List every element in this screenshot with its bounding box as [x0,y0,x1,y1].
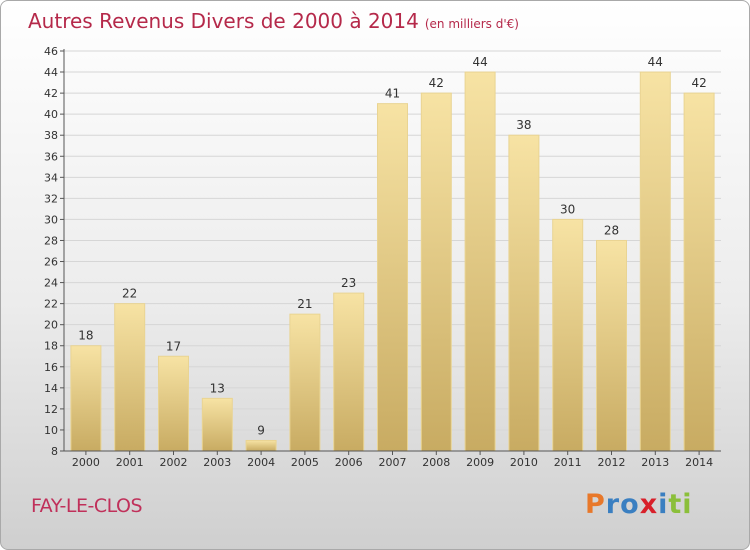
bar-2013 [639,71,671,452]
x-tick-label: 2000 [72,456,100,469]
logo-letter: x [639,489,659,520]
x-tick-label: 2011 [554,456,582,469]
y-tick-label: 10 [44,424,58,437]
data-label: 21 [297,297,312,311]
y-tick-label: 28 [44,234,58,247]
x-tick-label: 2008 [422,456,450,469]
x-tick-label: 2010 [510,456,538,469]
x-tick-label: 2002 [160,456,188,469]
x-tick-label: 2001 [116,456,144,469]
x-tick-label: 2006 [335,456,363,469]
logo-letter: r [605,489,621,520]
bar-2000 [70,345,102,452]
data-label: 23 [341,276,356,290]
x-tick-label: 2014 [685,456,713,469]
bar-2007 [377,103,408,452]
bar-2002 [158,355,189,452]
data-label: 30 [560,202,575,216]
data-label: 18 [78,329,93,343]
data-label: 42 [691,76,706,90]
data-label: 44 [648,55,663,69]
y-tick-label: 46 [44,45,58,58]
y-tick-label: 16 [44,361,58,374]
bar-2003 [201,397,233,452]
bar-2012 [596,239,627,452]
y-tick-label: 26 [44,256,58,269]
logo-letter: t [668,489,683,520]
data-label: 17 [166,339,181,353]
bar-2008 [420,92,452,452]
bar-2004 [245,439,277,452]
x-tick-label: 2007 [379,456,407,469]
y-tick-label: 8 [51,445,58,458]
data-label: 41 [385,87,400,101]
proxiti-logo: Proxiti [585,489,693,520]
logo-letter: i [682,489,693,520]
data-label: 42 [429,76,444,90]
data-label: 22 [122,287,137,301]
bar-2005 [289,313,321,452]
location-name: FAY-LE-CLOS [31,495,143,517]
y-tick-label: 30 [44,213,58,226]
logo-letter: i [658,489,669,520]
bar-2010 [508,134,540,452]
bar-2001 [114,303,146,452]
x-tick-label: 2005 [291,456,319,469]
x-tick-label: 2012 [598,456,626,469]
bar-2014 [683,92,715,452]
data-label: 44 [472,55,487,69]
x-tick-label: 2009 [466,456,494,469]
y-tick-label: 12 [44,403,58,416]
y-tick-label: 44 [44,66,58,79]
bar-2006 [333,292,365,452]
x-tick-label: 2004 [247,456,275,469]
x-tick-label: 2003 [203,456,231,469]
y-tick-label: 42 [44,87,58,100]
y-tick-label: 40 [44,108,58,121]
data-label: 13 [210,381,225,395]
title-unit: (en milliers d'€) [424,17,519,31]
y-tick-label: 18 [44,340,58,353]
data-label: 38 [516,118,531,132]
y-tick-label: 32 [44,192,58,205]
chart-title: Autres Revenus Divers de 2000 à 2014 (en … [28,9,519,33]
y-tick-label: 38 [44,129,58,142]
bar-2009 [464,71,496,452]
title-text: Autres Revenus Divers de 2000 à 2014 [28,9,419,33]
y-tick-label: 22 [44,298,58,311]
bar-2011 [552,218,584,452]
y-tick-label: 24 [44,277,58,290]
logo-letter: P [585,489,606,520]
y-tick-label: 36 [44,150,58,163]
logo-letter: o [620,489,640,520]
x-tick-label: 2013 [641,456,669,469]
y-tick-label: 34 [44,171,58,184]
y-tick-label: 14 [44,382,58,395]
data-label: 28 [604,223,619,237]
y-tick-label: 20 [44,319,58,332]
data-label: 9 [257,423,265,437]
